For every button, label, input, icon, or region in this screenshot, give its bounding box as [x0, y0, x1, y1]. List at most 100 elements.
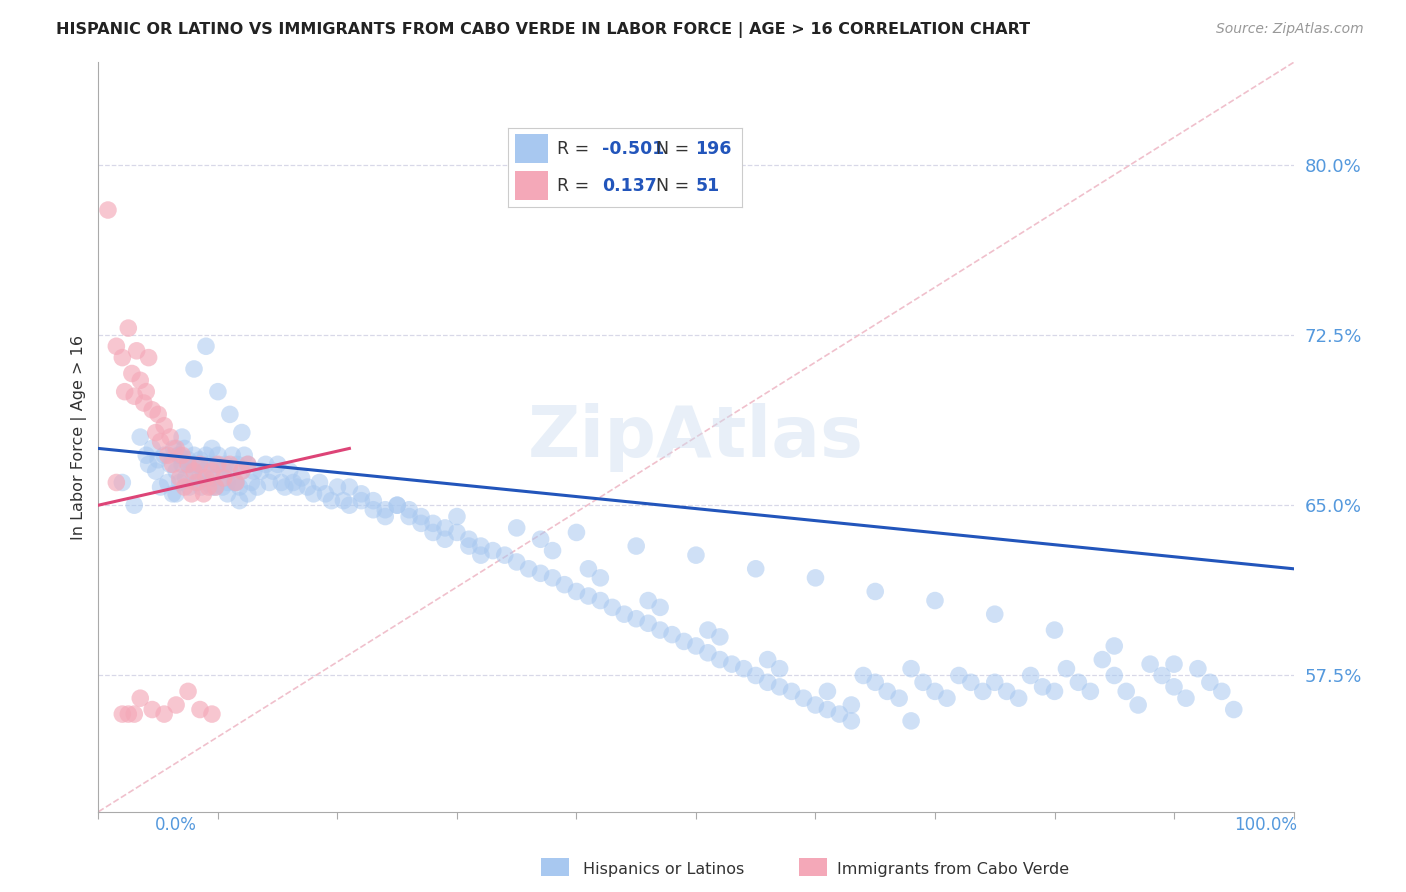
Point	[243, 464, 266, 478]
Point	[173, 480, 195, 494]
Point	[565, 584, 588, 599]
Point	[202, 471, 225, 485]
Point	[195, 448, 218, 462]
Point	[865, 584, 887, 599]
Point	[177, 458, 200, 472]
Point	[201, 464, 224, 478]
Point	[153, 707, 176, 722]
Bar	[515, 134, 548, 163]
Point	[804, 571, 827, 585]
Point	[626, 539, 648, 553]
Point	[363, 493, 385, 508]
Point	[236, 458, 259, 472]
Point	[274, 480, 297, 494]
Point	[721, 657, 744, 672]
Point	[1032, 680, 1054, 694]
Point	[198, 458, 221, 472]
Text: R =: R =	[557, 177, 589, 194]
Point	[841, 714, 863, 728]
Text: 51: 51	[696, 177, 720, 194]
Point	[876, 684, 898, 698]
Text: Hispanics or Latinos: Hispanics or Latinos	[583, 863, 745, 877]
Point	[385, 498, 409, 512]
Bar	[515, 171, 548, 201]
Point	[97, 202, 120, 217]
Point	[141, 402, 163, 417]
Point	[948, 668, 970, 682]
Point	[233, 448, 256, 462]
Point	[804, 698, 827, 712]
Point	[865, 675, 887, 690]
Point	[900, 662, 922, 676]
Point	[188, 452, 211, 467]
Point	[183, 448, 205, 462]
Point	[841, 698, 863, 712]
Point	[105, 339, 128, 353]
Point	[156, 475, 179, 490]
Point	[180, 464, 202, 478]
Point	[177, 452, 200, 467]
Point	[411, 516, 433, 531]
Point	[204, 480, 226, 494]
Point	[217, 487, 239, 501]
Point	[374, 509, 396, 524]
Point	[685, 639, 707, 653]
Point	[145, 464, 167, 478]
Point	[709, 630, 731, 644]
Point	[186, 458, 208, 472]
Point	[1091, 652, 1114, 666]
Text: Immigrants from Cabo Verde: Immigrants from Cabo Verde	[837, 863, 1069, 877]
Text: N =: N =	[655, 177, 689, 194]
Point	[225, 475, 247, 490]
Point	[350, 487, 373, 501]
Point	[398, 502, 420, 516]
Point	[1080, 684, 1102, 698]
Point	[768, 680, 790, 694]
Text: 0.137: 0.137	[602, 177, 657, 194]
Point	[339, 498, 361, 512]
Point	[132, 396, 155, 410]
Point	[481, 543, 505, 558]
Point	[1187, 662, 1209, 676]
Point	[138, 458, 160, 472]
Point	[661, 627, 683, 641]
Point	[201, 442, 224, 456]
Point	[984, 607, 1007, 622]
Point	[149, 480, 172, 494]
Point	[446, 509, 468, 524]
Point	[637, 616, 659, 631]
Point	[169, 471, 191, 485]
Point	[219, 464, 242, 478]
Point	[188, 471, 211, 485]
Point	[793, 691, 815, 706]
Point	[1163, 657, 1185, 672]
Point	[124, 498, 146, 512]
Point	[434, 533, 457, 547]
Point	[709, 652, 731, 666]
Point	[960, 675, 983, 690]
Point	[212, 471, 235, 485]
Point	[207, 448, 229, 462]
Point	[124, 707, 146, 722]
Point	[889, 691, 911, 706]
Point	[506, 521, 529, 535]
Point	[219, 408, 242, 422]
Point	[1104, 668, 1126, 682]
Text: 100.0%: 100.0%	[1234, 816, 1296, 834]
Point	[117, 707, 139, 722]
Point	[637, 593, 659, 607]
Y-axis label: In Labor Force | Age > 16: In Labor Force | Age > 16	[72, 334, 87, 540]
Point	[250, 464, 273, 478]
Point	[648, 600, 672, 615]
Point	[308, 475, 330, 490]
Point	[179, 480, 201, 494]
Point	[470, 539, 492, 553]
Point	[180, 487, 202, 501]
Text: N =: N =	[655, 139, 689, 158]
Point	[159, 430, 181, 444]
Point	[183, 464, 205, 478]
Point	[1152, 668, 1174, 682]
Point	[173, 442, 195, 456]
Point	[187, 475, 209, 490]
Point	[1008, 691, 1031, 706]
